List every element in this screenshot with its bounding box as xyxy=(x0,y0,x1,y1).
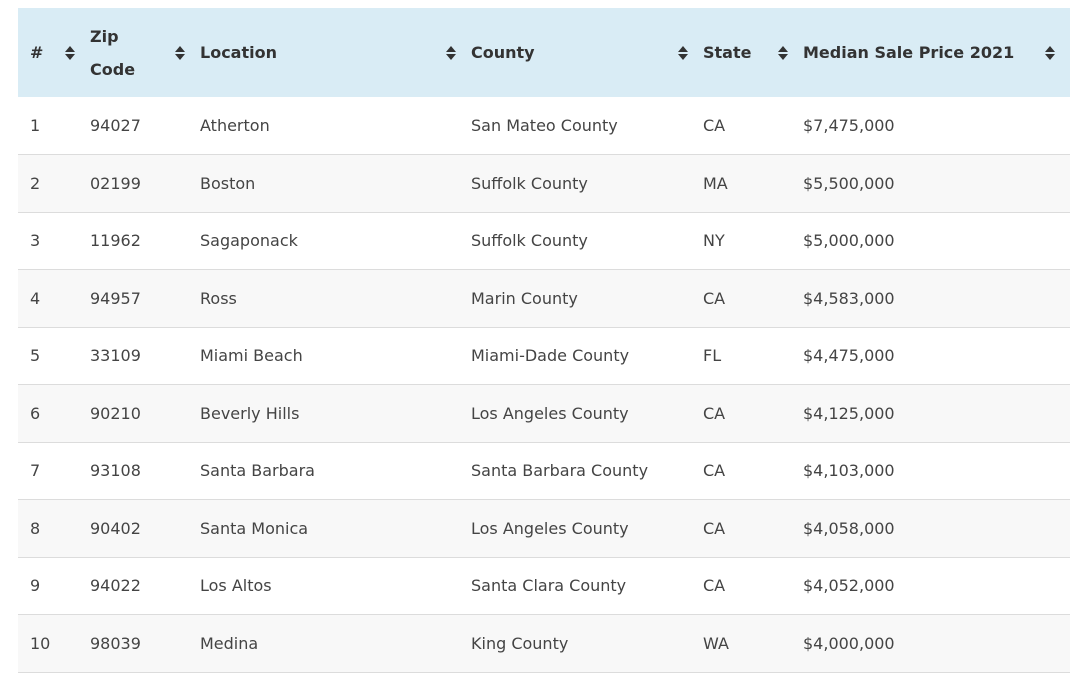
cell-zip: 90402 xyxy=(90,518,141,538)
cell-rank: 10 xyxy=(30,633,51,653)
table-row: 9 94022 Los Altos Santa Clara County CA $4,05… xyxy=(18,557,1070,615)
cell-rank: 4 xyxy=(30,288,41,308)
sort-icon[interactable] xyxy=(777,45,789,61)
sort-icon[interactable] xyxy=(64,45,76,61)
cell-state: FL xyxy=(703,346,722,366)
cell-zip: 98039 xyxy=(90,633,141,653)
sort-icon[interactable] xyxy=(445,45,457,61)
cell-state: CA xyxy=(703,403,726,423)
table-row: 10 98039 Medina King County WA $4,000,000 xyxy=(18,614,1070,672)
cell-county: Los Angeles County xyxy=(471,403,629,423)
cell-county: Suffolk County xyxy=(471,231,588,251)
cell-location: Beverly Hills xyxy=(200,403,300,423)
cell-location: Sagaponack xyxy=(200,231,298,251)
cell-zip: 33109 xyxy=(90,346,141,366)
cell-county: Suffolk County xyxy=(471,173,588,193)
cell-county: Miami-Dade County xyxy=(471,346,630,366)
table-row: 4 94957 Ross Marin County CA $4,583,000 xyxy=(18,269,1070,327)
column-header-zip-code[interactable]: Zip Code xyxy=(90,8,200,97)
column-header-label: County xyxy=(471,43,535,62)
cell-state: CA xyxy=(703,288,726,308)
cell-location: Los Altos xyxy=(200,576,272,596)
cell-location: Santa Monica xyxy=(200,518,309,538)
cell-price: $5,500,000 xyxy=(803,173,895,193)
cell-location: Miami Beach xyxy=(200,346,303,366)
cell-zip: 93108 xyxy=(90,461,141,481)
cell-location: Atherton xyxy=(200,116,270,135)
table-row: 3 11962 Sagaponack Suffolk County NY $5,000,0… xyxy=(18,212,1070,270)
cell-rank: 1 xyxy=(30,116,41,135)
cell-rank: 6 xyxy=(30,403,41,423)
cell-rank: 9 xyxy=(30,576,41,596)
sort-icon[interactable] xyxy=(174,45,186,61)
table-body: 1 94027 Atherton San Mateo County CA $7,475,0… xyxy=(18,97,1070,672)
cell-county: Santa Barbara County xyxy=(471,461,649,481)
cell-price: $5,000,000 xyxy=(803,231,895,251)
column-header-median-sale-price[interactable]: Median Sale Price 2021 xyxy=(803,8,1070,97)
table-row: 8 90402 Santa Monica Los Angeles County CA $4… xyxy=(18,499,1070,557)
cell-price: $7,475,000 xyxy=(803,116,895,135)
cell-location: Medina xyxy=(200,633,259,653)
cell-price: $4,125,000 xyxy=(803,403,895,423)
cell-price: $4,052,000 xyxy=(803,576,895,596)
cell-state: CA xyxy=(703,461,726,481)
cell-zip: 02199 xyxy=(90,173,141,193)
column-header-label: Median Sale Price 2021 xyxy=(803,43,1015,62)
cell-price: $4,475,000 xyxy=(803,346,895,366)
cell-state: WA xyxy=(703,633,729,653)
table-row: 2 02199 Boston Suffolk County MA $5,500,000 xyxy=(18,154,1070,212)
cell-location: Boston xyxy=(200,173,256,193)
data-table-container: # Zip Code Location xyxy=(18,8,1070,673)
cell-rank: 7 xyxy=(30,461,41,481)
cell-county: Los Angeles County xyxy=(471,518,629,538)
zip-code-price-table: # Zip Code Location xyxy=(18,8,1070,673)
column-header-label: Location xyxy=(200,43,277,62)
cell-location: Ross xyxy=(200,288,237,308)
cell-zip: 94022 xyxy=(90,576,141,596)
column-header-rank[interactable]: # xyxy=(18,8,90,97)
cell-state: NY xyxy=(703,231,725,251)
cell-rank: 2 xyxy=(30,173,41,193)
sort-icon[interactable] xyxy=(1044,45,1056,61)
cell-zip: 94027 xyxy=(90,116,141,135)
cell-price: $4,000,000 xyxy=(803,633,895,653)
column-header-location[interactable]: Location xyxy=(200,8,471,97)
cell-state: MA xyxy=(703,173,728,193)
column-header-state[interactable]: State xyxy=(703,8,803,97)
cell-state: CA xyxy=(703,116,726,135)
table-row: 7 93108 Santa Barbara Santa Barbara County C… xyxy=(18,442,1070,500)
cell-zip: 90210 xyxy=(90,403,141,423)
column-header-label: Zip Code xyxy=(90,26,136,79)
column-header-label: State xyxy=(703,43,752,62)
cell-state: CA xyxy=(703,576,726,596)
cell-location: Santa Barbara xyxy=(200,461,315,481)
cell-zip: 94957 xyxy=(90,288,141,308)
table-row: 1 94027 Atherton San Mateo County CA $7,475,0… xyxy=(18,97,1070,155)
cell-price: $4,583,000 xyxy=(803,288,895,308)
table-row: 5 33109 Miami Beach Miami-Dade County FL $4,4… xyxy=(18,327,1070,385)
sort-icon[interactable] xyxy=(677,45,689,61)
cell-rank: 3 xyxy=(30,231,41,251)
cell-price: $4,058,000 xyxy=(803,518,895,538)
cell-price: $4,103,000 xyxy=(803,461,895,481)
cell-county: San Mateo County xyxy=(471,116,618,135)
table-row: 6 90210 Beverly Hills Los Angeles County CA $… xyxy=(18,384,1070,442)
cell-county: Santa Clara County xyxy=(471,576,627,596)
cell-rank: 8 xyxy=(30,518,41,538)
column-header-county[interactable]: County xyxy=(471,8,703,97)
column-header-label: # xyxy=(30,43,44,62)
cell-zip: 11962 xyxy=(90,231,141,251)
cell-county: Marin County xyxy=(471,288,578,308)
cell-rank: 5 xyxy=(30,346,41,366)
table-header-row: # Zip Code Location xyxy=(18,8,1070,97)
cell-state: CA xyxy=(703,518,726,538)
cell-county: King County xyxy=(471,633,569,653)
